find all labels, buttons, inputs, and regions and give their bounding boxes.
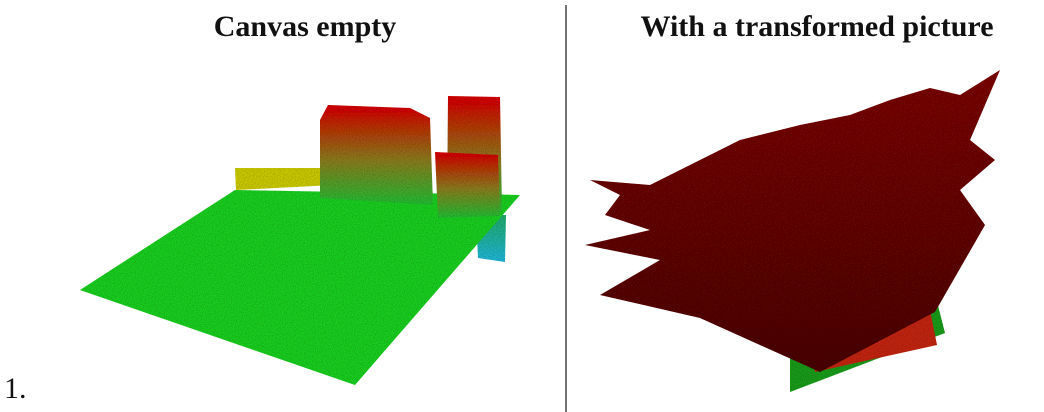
figure-label: 1. — [4, 372, 27, 406]
figure: Canvas empty With a transformed picture … — [0, 0, 1044, 412]
left-rendering — [80, 96, 520, 385]
panel-title: Canvas empty — [150, 10, 460, 44]
renderings — [0, 0, 1044, 412]
right-rendering — [585, 70, 1000, 392]
panel-title: With a transformed picture — [590, 10, 1044, 44]
